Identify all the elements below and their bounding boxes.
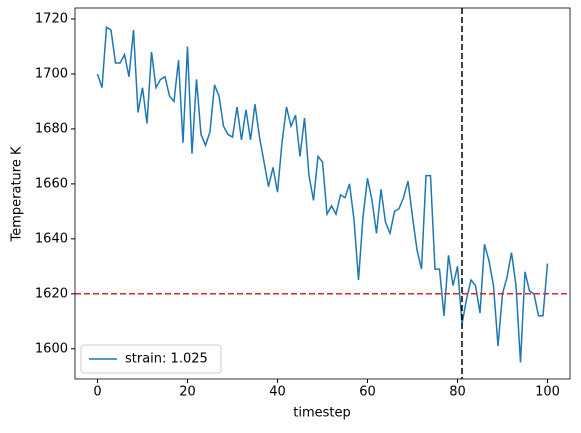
x-tick-label: 40 [269,385,286,400]
x-tick-label: 100 [535,385,560,400]
y-axis-label: Temperature K [10,146,25,242]
x-tick-label: 20 [179,385,196,400]
y-tick-label: 1640 [35,231,68,246]
legend-box [80,344,222,374]
legend-label: strain: 1.025 [125,352,208,367]
x-tick-label: 80 [449,385,466,400]
y-tick-label: 1720 [35,11,68,26]
y-tick-label: 1600 [35,341,68,356]
y-tick-label: 1700 [35,66,68,81]
y-tick-label: 1660 [35,176,68,191]
x-tick-label: 0 [93,385,101,400]
x-axis-label: timestep [293,406,351,421]
y-tick-label: 1680 [35,121,68,136]
x-tick-label: 60 [359,385,376,400]
data-line [96,25,549,363]
y-tick-label: 1620 [35,286,68,301]
plot-frame [74,7,571,380]
